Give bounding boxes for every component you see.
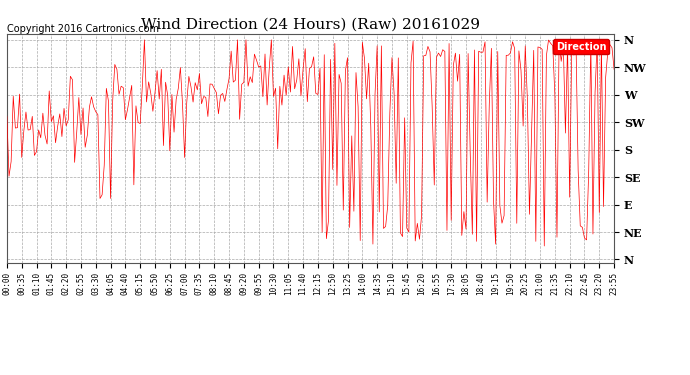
Text: Copyright 2016 Cartronics.com: Copyright 2016 Cartronics.com (7, 24, 159, 34)
Legend: Direction: Direction (553, 39, 609, 54)
Title: Wind Direction (24 Hours) (Raw) 20161029: Wind Direction (24 Hours) (Raw) 20161029 (141, 17, 480, 31)
